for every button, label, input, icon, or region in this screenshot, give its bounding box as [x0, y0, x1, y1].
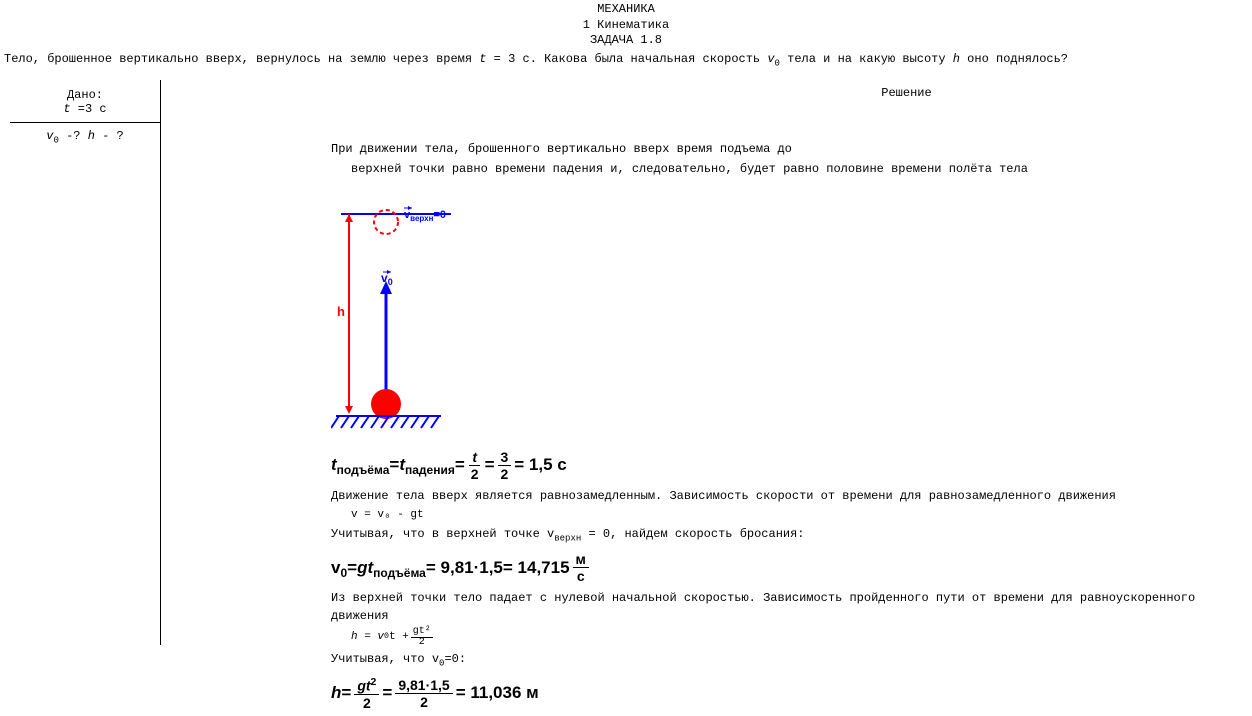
- h-arrow-head-down: [345, 406, 353, 414]
- h-arrow-head-up: [345, 214, 353, 222]
- equation-h: h = gt2 2 = 9,81·1,5 2 = 11,036 м: [331, 677, 1252, 710]
- frac-num: м: [573, 552, 589, 568]
- solution-para: Из верхней точки тело падает с нулевой н…: [331, 589, 1252, 625]
- given-column: Дано: t =3 с v0 -? h - ?: [10, 80, 161, 645]
- eq-var: g: [357, 558, 367, 578]
- solution-body: При движении тела, брошенного вертикальн…: [181, 140, 1252, 710]
- given-text: - ?: [95, 129, 124, 143]
- frac-num-sup: 2: [371, 676, 377, 688]
- eq-op: =: [347, 558, 357, 578]
- eq-op: =: [485, 455, 495, 475]
- frac-den: с: [574, 568, 588, 583]
- eq-text: h = v: [351, 629, 384, 646]
- fraction: gt2 2: [354, 677, 379, 710]
- fraction: t 2: [468, 450, 482, 481]
- header-line-1: МЕХАНИКА: [0, 2, 1252, 18]
- v-top-label: vверхн=0: [404, 209, 446, 223]
- h-label: h: [337, 304, 345, 319]
- solution-title: Решение: [561, 80, 1252, 100]
- eq-sub: 0: [340, 566, 347, 580]
- eq-op: =: [389, 455, 399, 475]
- solution-para: При движении тела, брошенного вертикальн…: [331, 140, 1252, 158]
- eq-sub: падения: [405, 463, 455, 477]
- trajectory-diagram: vверхн=0 h v0: [331, 186, 1252, 442]
- fraction: gt² 2: [411, 627, 433, 648]
- eq-result: = 1,5 с: [514, 455, 566, 475]
- frac-num: t: [469, 450, 480, 466]
- frac-den: 2: [498, 466, 512, 481]
- v0-label: v0: [381, 271, 393, 287]
- document-header: МЕХАНИКА 1 Кинематика ЗАДАЧА 1.8: [0, 0, 1252, 49]
- ball-icon: [371, 389, 401, 419]
- solution-para: Учитывая, что в верхней точке vверхн = 0…: [331, 525, 1252, 546]
- problem-text: Тело, брошенное вертикально вверх, верну…: [4, 52, 479, 66]
- var-v: v: [767, 52, 774, 66]
- frac-num: gt2: [354, 677, 379, 695]
- frac-num-var: gt: [357, 678, 370, 694]
- eq-var: v: [331, 558, 340, 578]
- frac-num: 3: [498, 450, 512, 466]
- problem-text: тела и на какую высоту: [780, 52, 953, 66]
- formula-small: h = v0t + gt² 2: [331, 627, 1252, 648]
- given-title: Дано:: [10, 88, 160, 102]
- eq-var: h: [331, 683, 341, 703]
- given-line: t =3 с: [10, 102, 160, 116]
- fraction: 9,81·1,5 2: [395, 678, 452, 709]
- eq-result: = 11,036 м: [456, 683, 539, 703]
- unit-fraction: м с: [573, 552, 589, 583]
- frac-num: 9,81·1,5: [395, 678, 452, 694]
- divider: [10, 122, 160, 123]
- solution-para: верхней точки равно времени падения и, с…: [331, 160, 1252, 178]
- para-text: =0:: [444, 652, 466, 666]
- eq-op: =: [455, 455, 465, 475]
- main-layout: Дано: t =3 с v0 -? h - ? Решение При дви…: [0, 80, 1252, 716]
- eq-sub: подъёма: [337, 463, 390, 477]
- eq-sub: подъёма: [373, 566, 426, 580]
- para-text: Учитывая, что v: [331, 652, 439, 666]
- header-line-2: 1 Кинематика: [0, 18, 1252, 34]
- frac-den: 2: [417, 694, 431, 709]
- given-val: =3 с: [71, 102, 107, 116]
- para-sub: верхн: [554, 534, 581, 544]
- solution-para: Движение тела вверх является равнозамедл…: [331, 487, 1252, 505]
- formula-small: v = v₀ - gt: [331, 507, 1252, 524]
- eq-op: =: [341, 683, 351, 703]
- fraction: 3 2: [498, 450, 512, 481]
- header-line-3: ЗАДАЧА 1.8: [0, 33, 1252, 49]
- eq-text: t +: [389, 629, 409, 646]
- find-line: v0 -? h - ?: [10, 129, 160, 145]
- eq-op: =: [382, 683, 392, 703]
- solution-para: Учитывая, что v0=0:: [331, 650, 1252, 671]
- given-var: h: [88, 129, 95, 143]
- eq-result: = 9,81·1,5= 14,715: [426, 558, 570, 578]
- problem-statement: Тело, брошенное вертикально вверх, верну…: [0, 49, 1252, 80]
- frac-den: 2: [360, 695, 374, 710]
- para-text: = 0, найдем скорость бросания:: [581, 527, 804, 541]
- equation-t-rise: tподъёма = tпадения = t 2 = 3 2 = 1,5 с: [331, 450, 1252, 481]
- solution-column: Решение При движении тела, брошенного ве…: [161, 80, 1252, 716]
- given-text: -?: [59, 129, 88, 143]
- para-text: Учитывая, что в верхней точке v: [331, 527, 554, 541]
- problem-text: оно поднялось?: [960, 52, 1068, 66]
- frac-den: 2: [468, 466, 482, 481]
- given-var: t: [63, 102, 70, 116]
- var-h: h: [953, 52, 960, 66]
- problem-text: = 3 с. Какова была начальная скорость: [486, 52, 767, 66]
- equation-v0: v0 = gtподъёма = 9,81·1,5= 14,715 м с: [331, 552, 1252, 583]
